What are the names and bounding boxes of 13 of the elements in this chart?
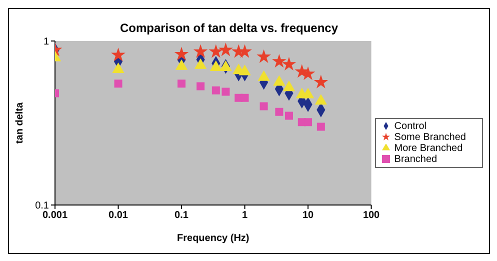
legend-label: Some Branched <box>394 132 466 143</box>
x-tick-label: 10 <box>302 210 314 222</box>
x-tick-label: 0.01 <box>108 210 128 222</box>
chart-title: Comparison of tan delta vs. frequency <box>118 21 340 35</box>
legend-label: More Branched <box>394 143 463 154</box>
legend-label: Branched <box>394 154 438 165</box>
x-tick-label: 0.001 <box>42 210 68 222</box>
x-tick-label: 1 <box>242 210 248 222</box>
x-tick-label: 0.1 <box>174 210 189 222</box>
x-axis-title: Frequency (Hz) <box>177 233 250 244</box>
y-axis-title: tan delta <box>14 102 26 144</box>
legend-label: Control <box>394 121 427 132</box>
x-tick-label: 100 <box>362 210 380 222</box>
